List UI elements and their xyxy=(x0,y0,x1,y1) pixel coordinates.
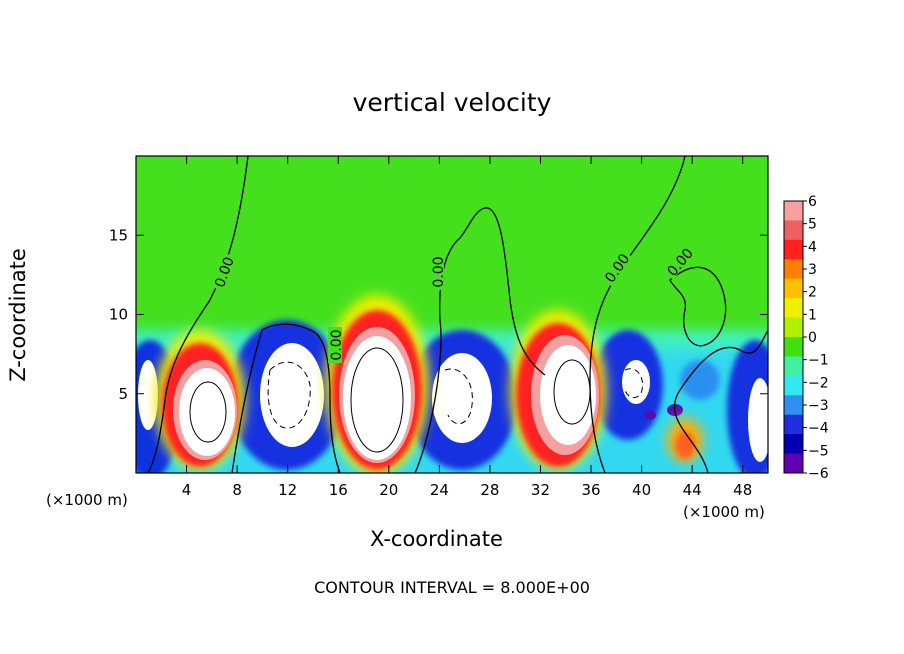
x-tick-label: 16 xyxy=(329,481,348,499)
contour-label-bg xyxy=(662,243,697,280)
y-tick-label: 5 xyxy=(118,385,128,403)
colorbar-tick-label: −1 xyxy=(808,353,829,369)
y-axis-ticks: 5 10 15 xyxy=(109,226,768,403)
x-tick-label: 40 xyxy=(632,481,651,499)
x-unit-label-left: (×1000 m) xyxy=(46,491,128,509)
contour-label-bg xyxy=(430,254,444,290)
y-axis-label: Z-coordinate xyxy=(6,248,31,382)
colorbar-tick-label: 1 xyxy=(808,307,817,323)
chart-title: vertical velocity xyxy=(352,88,552,117)
contour-label-bg xyxy=(210,252,236,291)
colorbar-swatch xyxy=(784,317,803,338)
x-tick-label: 8 xyxy=(232,481,242,499)
x-tick-label: 20 xyxy=(379,481,398,499)
colorbar-swatch xyxy=(784,337,803,357)
colorbar-swatch xyxy=(784,453,803,474)
updraft-cores xyxy=(173,327,599,463)
downdraft-cores xyxy=(138,343,768,462)
x-axis-ticks: 4 8 12 16 20 24 28 32 36 40 44 48 xyxy=(182,156,752,499)
colorbar-tick-label: −3 xyxy=(808,398,829,414)
x-tick-label: 32 xyxy=(531,481,550,499)
colorbar-tick-label: 3 xyxy=(808,262,817,278)
x-axis-label: X-coordinate xyxy=(370,527,503,551)
x-tick-label: 48 xyxy=(733,481,752,499)
colorbar-swatch xyxy=(784,278,803,299)
zero-contours xyxy=(147,156,768,473)
colorbar-tick-label: −6 xyxy=(808,466,829,482)
x-unit-label-right: (×1000 m) xyxy=(683,503,765,521)
x-tick-label: 44 xyxy=(683,481,702,499)
negative-contours xyxy=(267,361,644,429)
x-tick-label: 4 xyxy=(182,481,192,499)
colorbar-swatch xyxy=(784,414,803,435)
colorbar-tick-label: −2 xyxy=(808,375,829,391)
colorbar-tick-label: 6 xyxy=(808,194,817,210)
colorbar-tick-label: −4 xyxy=(808,421,829,437)
interior-contours xyxy=(189,347,591,453)
contour-interval-note: CONTOUR INTERVAL = 8.000E+00 xyxy=(314,578,590,597)
y-tick-label: 15 xyxy=(109,226,128,244)
colorbar-tick-label: 0 xyxy=(808,330,817,346)
colorbar-swatch xyxy=(784,298,803,319)
colorbar-swatch xyxy=(784,434,803,455)
plot-field xyxy=(136,156,768,473)
colorbar-tick-label: 2 xyxy=(808,285,817,301)
colorbar-swatch xyxy=(784,259,803,280)
contour-label: 0.00 xyxy=(431,256,447,287)
x-tick-label: 12 xyxy=(278,481,297,499)
x-tick-label: 28 xyxy=(480,481,499,499)
colorbar-swatch xyxy=(784,356,803,377)
x-tick-label: 36 xyxy=(581,481,600,499)
colorbar-swatch xyxy=(784,239,803,260)
contour-label-bg xyxy=(600,248,633,287)
y-tick-label: 10 xyxy=(109,306,128,324)
colorbar-tick-label: −5 xyxy=(808,443,829,459)
contour-label-bg xyxy=(328,327,342,363)
colorbar-tick-label: 5 xyxy=(808,217,817,233)
colorbar: 6 5 4 3 2 1 0 −1 −2 −3 −4 −5 −6 xyxy=(783,194,829,482)
colorbar-tick-label: 4 xyxy=(808,239,817,255)
x-tick-label: 24 xyxy=(430,481,449,499)
colorbar-swatch xyxy=(784,201,803,221)
contour-label: 0.00 xyxy=(329,329,345,360)
colorbar-swatch xyxy=(784,395,803,416)
colorbar-swatch xyxy=(784,220,803,241)
colorbar-swatch xyxy=(784,375,803,396)
